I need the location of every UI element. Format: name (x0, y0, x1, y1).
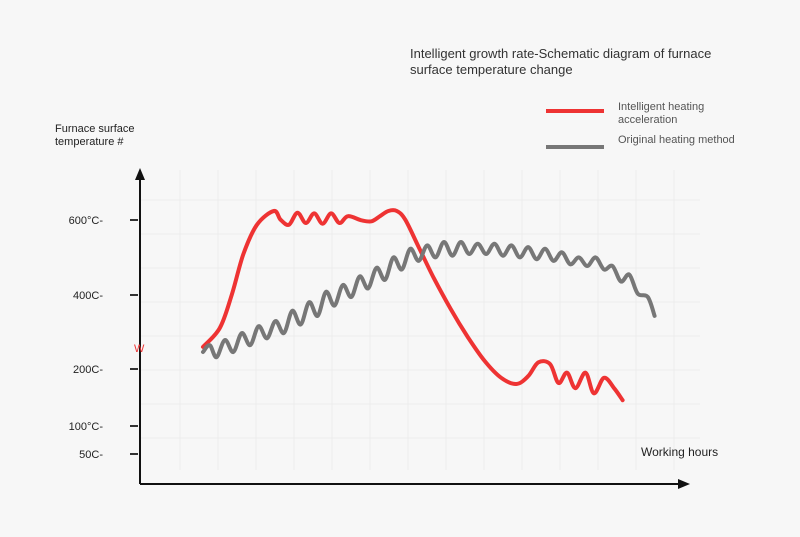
chart-title-line-2: surface temperature change (410, 62, 573, 77)
grid-lines (140, 170, 700, 470)
y-axis-ticks: 600°C- 400C- 200C- 100°C- 50C- (69, 215, 138, 461)
y-axis-arrow (135, 168, 145, 180)
y-axis-label-line-1: Furnace surface (55, 123, 134, 135)
legend-label-intelligent-line-2: acceleration (618, 114, 677, 126)
y-tick-label: 400C- (73, 290, 103, 302)
series-line-intelligent-heating (201, 208, 625, 403)
y-tick-label: 100°C- (69, 421, 104, 433)
x-axis-label: Working hours (641, 445, 718, 459)
series-line-original-heating (201, 240, 657, 360)
data-series (201, 208, 657, 403)
stray-mark: W (134, 343, 145, 355)
legend-label-intelligent-line-1: Intelligent heating (618, 101, 704, 113)
chart-title-line-1: Intelligent growth rate-Schematic diagra… (410, 46, 711, 61)
x-axis-arrow (678, 479, 690, 489)
y-axis-label-line-2: temperature # (55, 136, 124, 148)
y-tick-label: 50C- (79, 449, 103, 461)
y-tick-label: 600°C- (69, 215, 104, 227)
y-tick-label: 200C- (73, 364, 103, 376)
legend-label-original: Original heating method (618, 134, 735, 146)
